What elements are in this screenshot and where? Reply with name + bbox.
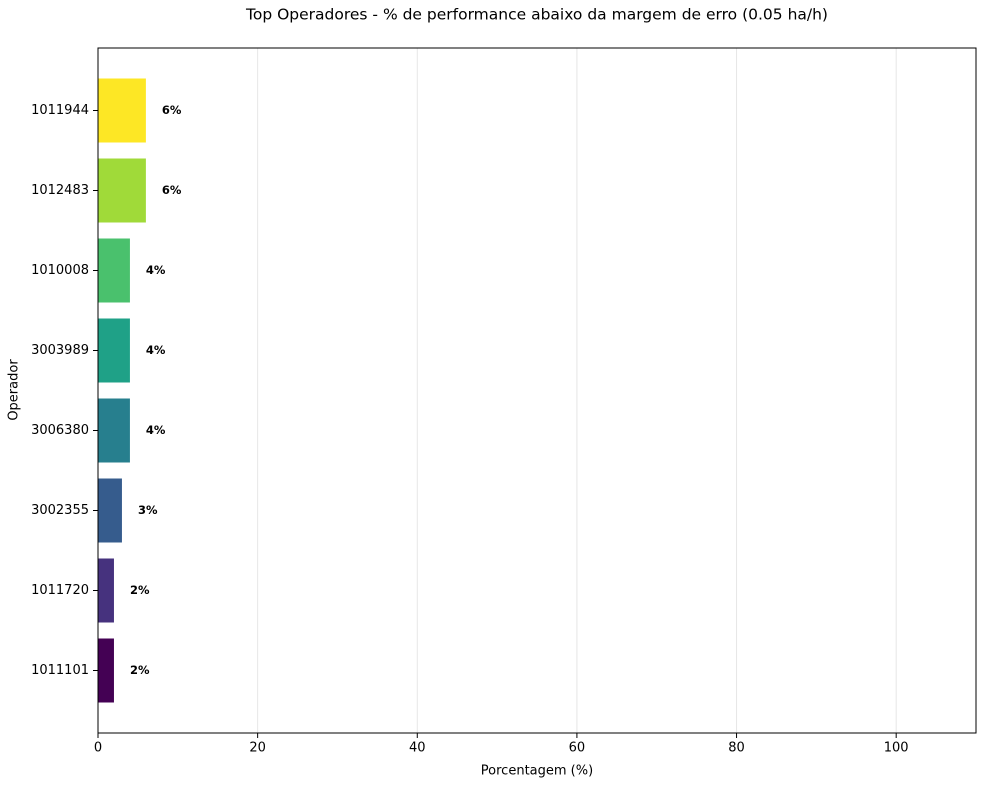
y-tick-label: 1011720 bbox=[31, 583, 89, 598]
x-tick-label: 20 bbox=[249, 741, 266, 756]
chart-title: Top Operadores - % de performance abaixo… bbox=[245, 6, 828, 24]
value-label: 2% bbox=[130, 663, 150, 677]
y-tick-label: 3003989 bbox=[31, 343, 89, 358]
bar bbox=[98, 478, 122, 543]
bar bbox=[98, 318, 130, 383]
x-tick-label: 100 bbox=[884, 741, 909, 756]
x-tick-label: 40 bbox=[409, 741, 426, 756]
value-label: 6% bbox=[162, 183, 182, 197]
bar bbox=[98, 638, 114, 703]
y-tick-label: 1011944 bbox=[31, 103, 89, 118]
y-tick-label: 1011101 bbox=[31, 663, 89, 678]
bar bbox=[98, 158, 146, 223]
value-label: 3% bbox=[138, 503, 158, 517]
y-tick-label: 1012483 bbox=[31, 183, 89, 198]
x-axis-label: Porcentagem (%) bbox=[481, 764, 593, 779]
y-axis-label: Operador bbox=[7, 359, 22, 421]
y-tick-label: 3006380 bbox=[31, 423, 89, 438]
x-tick-label: 60 bbox=[569, 741, 586, 756]
bar bbox=[98, 398, 130, 463]
x-tick-label: 0 bbox=[94, 741, 102, 756]
y-tick-label: 3002355 bbox=[31, 503, 89, 518]
value-label: 6% bbox=[162, 103, 182, 117]
value-label: 4% bbox=[146, 423, 166, 437]
y-tick-label: 1010008 bbox=[31, 263, 89, 278]
value-label: 4% bbox=[146, 263, 166, 277]
value-label: 2% bbox=[130, 583, 150, 597]
bar bbox=[98, 238, 130, 303]
bar bbox=[98, 558, 114, 623]
bar bbox=[98, 78, 146, 143]
plot-frame bbox=[97, 47, 977, 734]
value-label: 4% bbox=[146, 343, 166, 357]
x-tick-label: 80 bbox=[728, 741, 745, 756]
